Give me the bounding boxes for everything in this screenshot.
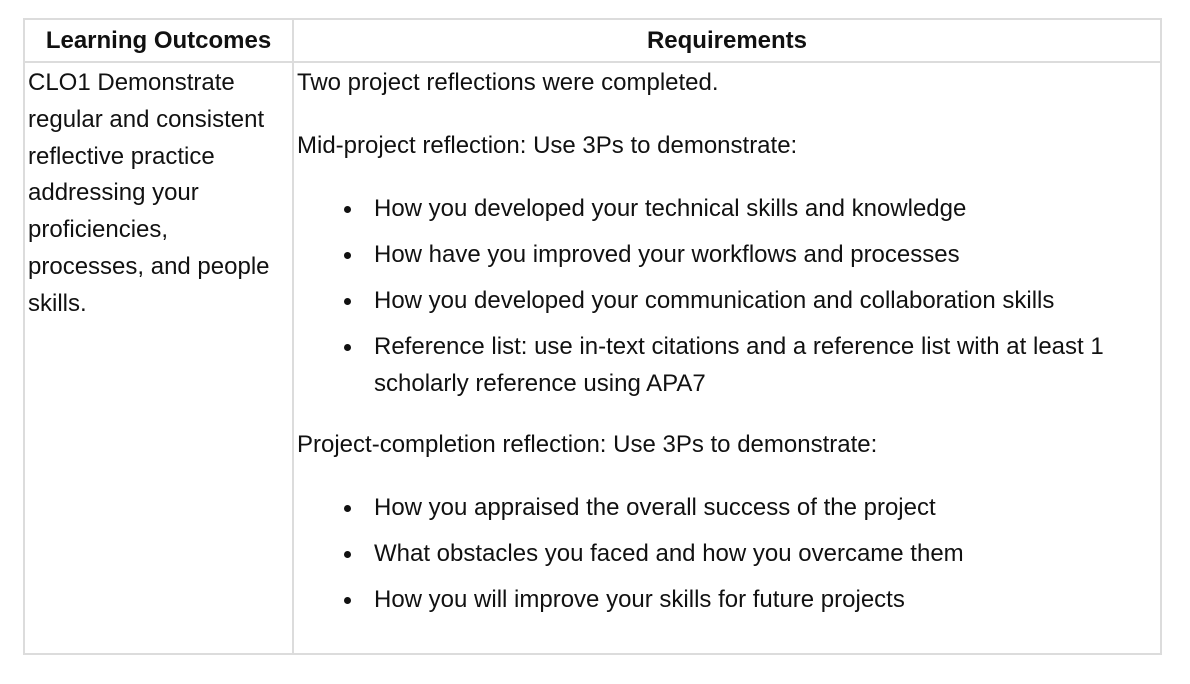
bullet-icon [344,205,351,213]
list-item-text: How you developed your technical skills … [374,194,967,222]
list-item-text: Reference list: use in-text citations an… [374,333,1104,398]
bullet-icon [344,298,351,306]
mid-project-list: How you developed your technical skills … [297,191,1150,403]
bullet-icon [344,504,351,512]
requirements-table: Learning Outcomes Requirements CLO1 Demo… [23,18,1162,655]
header-learning-outcomes: Learning Outcomes [23,18,294,63]
table-row: CLO1 Demonstrate regular and consistent … [23,61,1162,655]
list-item: How have you improved your workflows and… [344,237,1150,274]
completion-list: How you appraised the overall success of… [297,490,1150,619]
requirements-cell: Two project reflections were completed. … [292,61,1162,655]
list-item-text: What obstacles you faced and how you ove… [374,540,964,568]
header-requirements: Requirements [292,18,1162,63]
list-item-text: How have you improved your workflows and… [374,240,960,268]
list-item: What obstacles you faced and how you ove… [344,536,1150,573]
completion-heading: Project-completion reflection: Use 3Ps t… [297,431,878,459]
list-item: Reference list: use in-text citations an… [344,329,1150,403]
bullet-icon [344,597,351,605]
table-header-row: Learning Outcomes Requirements [23,18,1162,63]
list-item-text: How you appraised the overall success of… [374,493,936,521]
list-item-text: How you developed your communication and… [374,287,1055,315]
list-item: How you will improve your skills for fut… [344,582,1150,619]
list-item: How you developed your communication and… [344,283,1150,320]
list-item: How you appraised the overall success of… [344,490,1150,527]
list-item: How you developed your technical skills … [344,191,1150,228]
mid-project-heading: Mid-project reflection: Use 3Ps to demon… [297,131,798,159]
bullet-icon [344,251,351,259]
learning-outcome-cell: CLO1 Demonstrate regular and consistent … [23,61,294,655]
requirements-intro: Two project reflections were completed. [297,69,719,96]
bullet-icon [344,551,351,559]
bullet-icon [344,344,351,352]
list-item-text: How you will improve your skills for fut… [374,586,905,614]
